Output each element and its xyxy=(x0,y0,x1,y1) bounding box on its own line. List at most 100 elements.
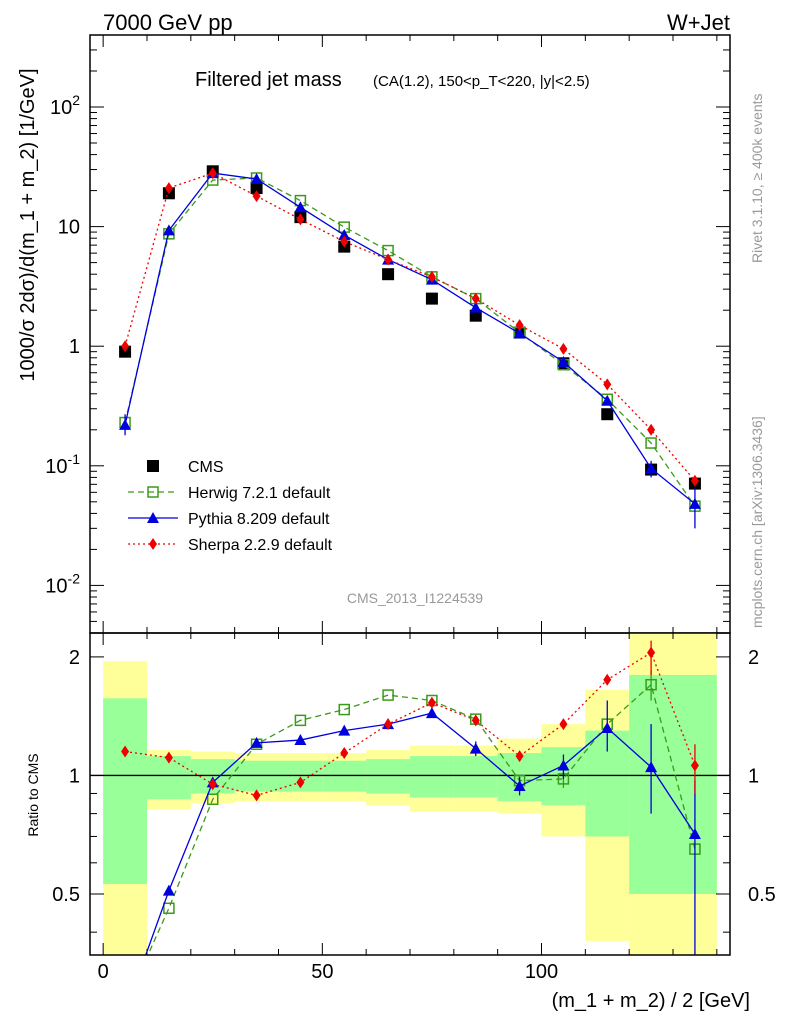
x-tick-label: 50 xyxy=(311,961,333,983)
cms-point xyxy=(425,292,438,305)
sherpa-point xyxy=(515,319,524,332)
sherpa-line xyxy=(124,172,696,482)
y-tick-label: 10 xyxy=(58,217,80,239)
sherpa-point xyxy=(559,342,568,355)
pythia-point xyxy=(250,173,263,185)
sherpa-point xyxy=(208,167,217,180)
pythia-ratio-point xyxy=(469,742,482,754)
sherpa-ratio-line xyxy=(124,651,696,797)
pythia-point xyxy=(601,394,614,406)
y-tick-label: 10-2 xyxy=(45,570,80,597)
pythia-ratio-point xyxy=(688,828,701,840)
main-panel: Filtered jet mass (CA(1.2), 150<p_T<220,… xyxy=(17,34,731,634)
main-plot-area xyxy=(90,34,730,634)
sherpa-ratio-point xyxy=(427,696,436,709)
pythia-point xyxy=(645,462,658,474)
ratio-y-tick-label: 2 xyxy=(69,647,80,669)
sherpa-ratio-point xyxy=(340,747,349,760)
pythia-ratio-point xyxy=(250,736,263,748)
sherpa-ratio-point xyxy=(296,776,305,789)
pythia-ratio-point xyxy=(162,884,175,896)
y-tick-label: 10-1 xyxy=(45,451,80,478)
herwig-legend-label: Herwig 7.2.1 default xyxy=(188,485,331,502)
pythia-point xyxy=(557,355,570,367)
main-frame xyxy=(89,34,731,634)
ratio-y-axis-label: Ratio to CMS xyxy=(25,753,41,836)
cms-legend-label: CMS xyxy=(188,459,224,476)
sherpa-point xyxy=(690,474,699,487)
sherpa-ratio-point xyxy=(559,718,568,731)
pythia-ratio-point xyxy=(425,707,438,719)
ratio-plot-area xyxy=(90,633,730,955)
herwig-ratio-point xyxy=(294,714,307,727)
ratio-panel: 0.5 0.5 1 1 2 2 0 50 100 Ratio to CMS (m_1 + m_… xyxy=(25,632,776,1012)
pythia-ratio-point xyxy=(645,761,658,773)
sherpa-point xyxy=(471,292,480,305)
sherpa-point xyxy=(427,270,436,283)
herwig-ratio-point xyxy=(338,703,350,716)
ratio-y-tick-label: 0.5 xyxy=(52,884,80,906)
pythia-ratio-line xyxy=(145,712,696,955)
main-y-axis-label: 1000/σ 2dσ)/d(m_1 + m_2) [1/GeV] xyxy=(17,68,39,381)
herwig-ratio-point xyxy=(206,793,219,806)
pythia-point xyxy=(162,224,175,236)
main-y-tick-labels: 10-2 10-1 1 10 102 xyxy=(45,92,80,597)
pythia-ratio-point xyxy=(557,759,570,771)
sherpa-ratio-point xyxy=(647,646,656,659)
sherpa-ratio-point xyxy=(208,778,217,791)
inner-band xyxy=(234,760,279,792)
cms-point xyxy=(382,268,395,281)
main-title: Filtered jet mass xyxy=(195,69,342,91)
sherpa-point xyxy=(647,423,656,436)
inner-band xyxy=(410,756,454,798)
x-tick-label: 100 xyxy=(525,961,558,983)
sherpa-point xyxy=(340,235,349,248)
pythia-ratio-point xyxy=(513,780,526,792)
pythia-line xyxy=(124,172,696,505)
main-subtitle: (CA(1.2), 150<p_T<220, |y|<2.5) xyxy=(373,73,590,90)
ratio-y-tick-labels: 0.5 0.5 1 1 2 2 xyxy=(52,647,776,906)
sherpa-point xyxy=(164,182,173,195)
x-tick-labels: 0 50 100 xyxy=(98,961,559,983)
y-tick-label: 102 xyxy=(50,92,80,119)
herwig-ratio-line xyxy=(147,683,696,955)
herwig-ratio-point xyxy=(163,902,175,915)
sherpa-point xyxy=(121,340,130,353)
ratio-frame xyxy=(89,632,731,956)
source-label: mcplots.cern.ch [arXiv:1306.3436] xyxy=(749,416,765,628)
legend: CMS Herwig 7.2.1 default Pythia 8.209 defa… xyxy=(128,459,333,554)
inner-band xyxy=(366,759,410,794)
cms-point xyxy=(469,309,482,322)
sherpa-point xyxy=(384,253,393,266)
analysis-id: CMS_2013_I1224539 xyxy=(347,590,483,606)
sherpa-point xyxy=(296,213,305,226)
ratio-y-tick-label-right: 2 xyxy=(748,647,759,669)
pythia-legend-label: Pythia 8.209 default xyxy=(188,511,330,528)
sherpa-ratio-point xyxy=(603,673,612,686)
pythia-point xyxy=(469,301,482,313)
ratio-y-tick-label-right: 0.5 xyxy=(748,884,776,906)
pythia-ratio-point xyxy=(338,724,351,736)
pythia-point xyxy=(338,229,351,241)
herwig-point xyxy=(645,437,657,449)
pythia-point xyxy=(119,418,132,430)
x-axis-label: (m_1 + m_2) / 2 [GeV] xyxy=(552,990,750,1012)
sherpa-ratio-point xyxy=(164,751,173,764)
rivet-label: Rivet 3.1.10, ≥ 400k events xyxy=(749,93,765,263)
inner-band xyxy=(103,698,147,885)
pythia-ratio-point xyxy=(601,721,614,733)
sherpa-ratio-point xyxy=(690,759,699,772)
sherpa-ratio-point xyxy=(384,718,393,731)
cms-point xyxy=(250,182,263,195)
pythia-legend-marker xyxy=(147,512,159,523)
pythia-point xyxy=(294,201,307,213)
herwig-ratio-point xyxy=(382,689,394,701)
inner-band xyxy=(322,760,367,792)
energy-label: 7000 GeV pp xyxy=(103,10,233,35)
ratio-y-tick-label-right: 1 xyxy=(748,765,759,787)
process-label: W+Jet xyxy=(667,10,730,35)
sherpa-ratio-point xyxy=(471,714,480,727)
pythia-point xyxy=(688,497,701,509)
sherpa-point xyxy=(603,378,612,391)
